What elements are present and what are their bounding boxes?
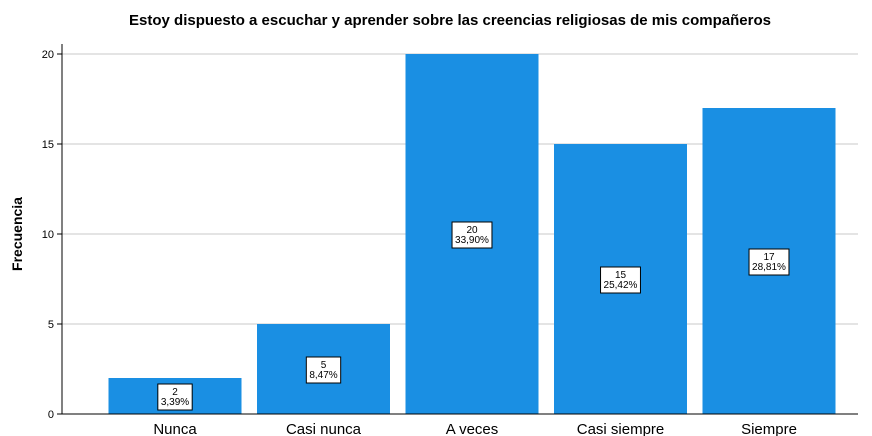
y-tick-label: 5 [48,319,54,331]
data-label-percent: 33,90% [455,235,489,246]
data-label-box [305,356,342,384]
x-tick-label: Nunca [153,421,197,436]
data-label-box [451,221,493,249]
y-tick-label: 0 [48,409,54,421]
data-label: 58,47% [305,356,342,384]
data-label-box [600,266,641,294]
data-label-box [748,248,790,276]
x-tick-label: Siempre [741,421,797,436]
x-tick-label: Casi nunca [286,421,362,436]
data-label-count: 2 [172,387,178,398]
y-tick-label: 15 [42,139,54,151]
axes: 0 5 10 15 20 Nunca Casi nunca A veces Casi siemp… [42,44,858,436]
data-label-count: 17 [763,252,775,263]
data-label-percent: 8,47% [309,370,337,381]
chart-title: Estoy dispuesto a escuchar y aprender so… [129,12,771,29]
y-tick-label: 20 [42,49,54,61]
data-label-percent: 28,81% [752,262,786,273]
x-tick-label: A veces [446,421,499,436]
data-label: 23,39% [157,383,193,411]
x-tick-label: Casi siempre [577,421,665,436]
data-label-count: 5 [321,360,327,371]
data-label-box [157,383,193,411]
data-label-count: 15 [615,270,627,281]
y-tick-label: 10 [42,229,54,241]
data-label-count: 20 [466,225,478,236]
y-axis-label: Frecuencia [9,197,25,271]
data-label-percent: 3,39% [161,397,189,408]
data-label-percent: 25,42% [604,280,638,291]
